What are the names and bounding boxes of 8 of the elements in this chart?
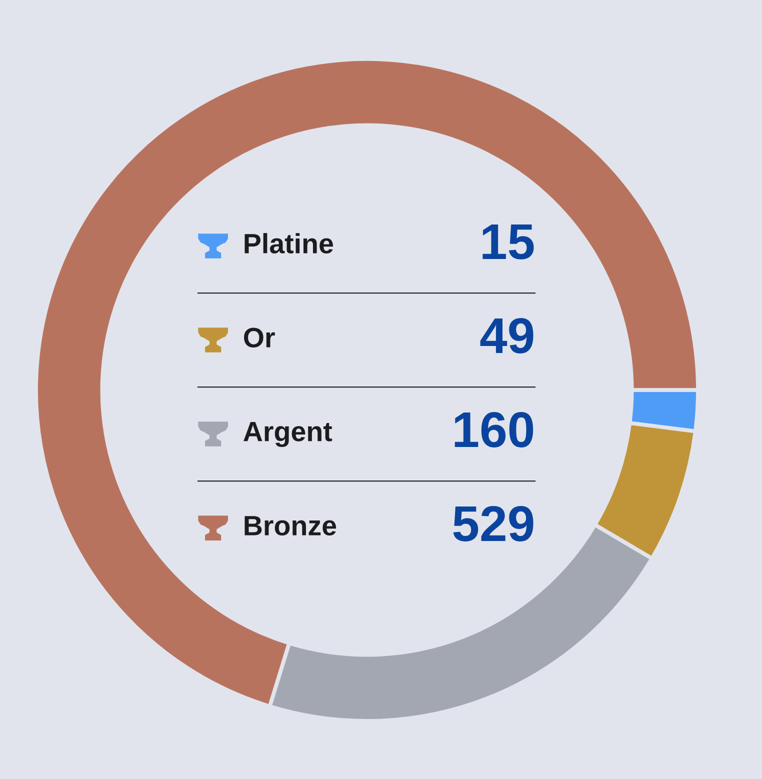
data-label: 529 [453, 506, 534, 542]
legend-label: Platine [244, 233, 334, 254]
data-label: 15 [482, 224, 534, 260]
legend-label: Bronze [244, 516, 336, 536]
data-label: 160 [454, 412, 534, 448]
legend-label: Argent [244, 422, 332, 447]
data-label: 49 [480, 318, 534, 354]
legend-label: Or [244, 328, 275, 348]
